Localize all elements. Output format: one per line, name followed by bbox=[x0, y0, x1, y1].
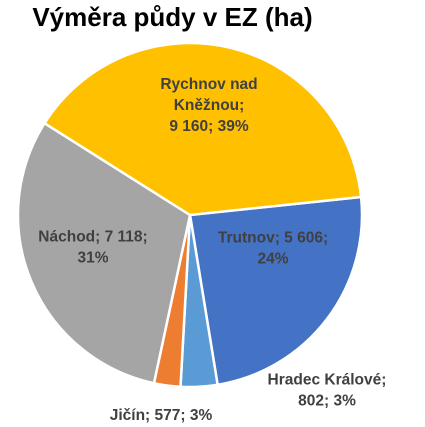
slice-label-rychnov-nad-kněžnou: Rychnov nad Kněžnou; 9 160; 39% bbox=[160, 76, 257, 135]
slice-label-náchod: Náchod; 7 118; 31% bbox=[38, 229, 147, 267]
slice-label-jičín: Jičín; 577; 3% bbox=[110, 407, 213, 424]
pie-slice-trutnov bbox=[188, 195, 364, 387]
slice-label-line: Rychnov nad bbox=[160, 76, 257, 93]
slice-label-line: Kněžnou; bbox=[174, 97, 245, 114]
slice-label-line: Hradec Králové; bbox=[268, 372, 387, 389]
slice-label-line: Jičín; 577; 3% bbox=[110, 407, 213, 424]
slice-label-line: 31% bbox=[77, 250, 108, 267]
chart-title: Výměra půdy v EZ (ha) bbox=[32, 2, 313, 32]
slice-label-line: Náchod; 7 118; bbox=[38, 229, 147, 246]
pie-slice-rychnov-nad-kněžnou bbox=[42, 41, 363, 217]
slice-label-line: 9 160; 39% bbox=[169, 118, 248, 135]
slice-label-hradec-králové: Hradec Králové; 802; 3% bbox=[268, 372, 387, 410]
slice-label-line: 802; 3% bbox=[298, 393, 356, 410]
slice-label-trutnov: Trutnov; 5 606; 24% bbox=[218, 230, 328, 268]
slice-label-line: 24% bbox=[257, 251, 288, 268]
slice-label-line: Trutnov; 5 606; bbox=[218, 230, 328, 247]
